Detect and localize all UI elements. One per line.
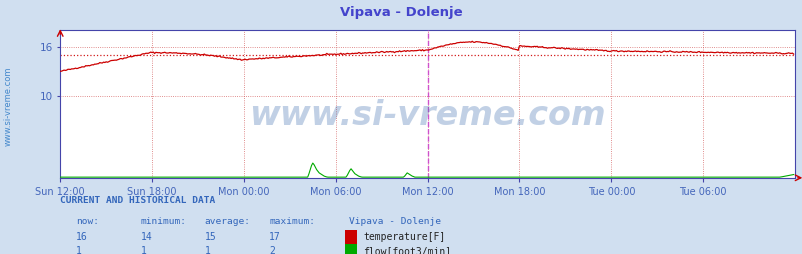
Text: www.si-vreme.com: www.si-vreme.com [3,67,13,146]
Text: 15: 15 [205,232,217,242]
Text: 16: 16 [76,232,88,242]
Text: now:: now: [76,216,99,226]
Text: 14: 14 [140,232,152,242]
Text: 1: 1 [140,246,146,254]
Text: www.si-vreme.com: www.si-vreme.com [249,99,606,132]
Text: temperature[F]: temperature[F] [363,232,444,242]
Text: Vipava - Dolenje: Vipava - Dolenje [349,216,441,226]
Text: 17: 17 [269,232,281,242]
Text: 2: 2 [269,246,274,254]
Text: flow[foot3/min]: flow[foot3/min] [363,246,451,254]
Text: average:: average: [205,216,250,226]
Text: CURRENT AND HISTORICAL DATA: CURRENT AND HISTORICAL DATA [60,196,215,205]
Text: 1: 1 [76,246,82,254]
Text: 1: 1 [205,246,210,254]
Text: maximum:: maximum: [269,216,314,226]
Text: minimum:: minimum: [140,216,186,226]
Text: Vipava - Dolenje: Vipava - Dolenje [340,6,462,19]
